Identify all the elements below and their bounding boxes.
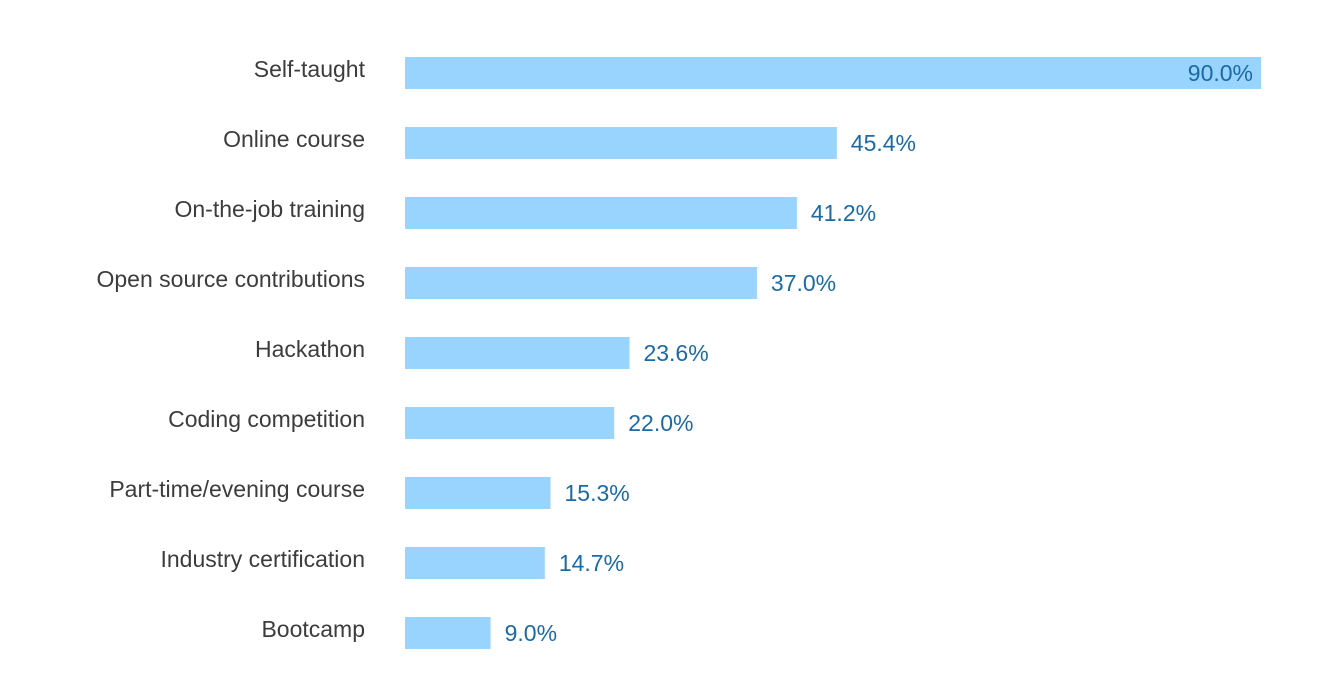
category-label-0: Self-taught (254, 56, 366, 82)
value-labels: 90.0% 45.4% 41.2% 37.0% 23.6% 22.0% 15.3% 14.7%… (505, 60, 1253, 646)
bar-2 (405, 197, 797, 229)
value-label-7: 14.7% (559, 550, 624, 576)
bar-4 (405, 337, 630, 369)
bar-1 (405, 127, 837, 159)
category-label-5: Coding competition (168, 406, 365, 432)
bar-6 (405, 477, 551, 509)
category-label-6: Part-time/evening course (109, 476, 365, 502)
value-label-8: 9.0% (505, 620, 557, 646)
value-label-5: 22.0% (628, 410, 693, 436)
category-label-8: Bootcamp (261, 616, 365, 642)
value-label-4: 23.6% (643, 340, 708, 366)
value-label-2: 41.2% (811, 200, 876, 226)
bar-8 (405, 617, 491, 649)
bars-layer (405, 57, 1261, 649)
category-label-7: Industry certification (160, 546, 365, 572)
value-label-1: 45.4% (851, 130, 916, 156)
value-label-0: 90.0% (1188, 60, 1253, 86)
category-label-3: Open source contributions (97, 266, 366, 292)
category-labels: Self-taught Online course On-the-job train… (97, 56, 366, 642)
bar-3 (405, 267, 757, 299)
bar-5 (405, 407, 615, 439)
value-label-6: 15.3% (565, 480, 630, 506)
bar-0 (405, 57, 1261, 89)
bar-7 (405, 547, 545, 579)
category-label-4: Hackathon (255, 336, 365, 362)
value-label-3: 37.0% (771, 270, 836, 296)
category-label-1: Online course (223, 126, 365, 152)
category-label-2: On-the-job training (175, 196, 366, 222)
